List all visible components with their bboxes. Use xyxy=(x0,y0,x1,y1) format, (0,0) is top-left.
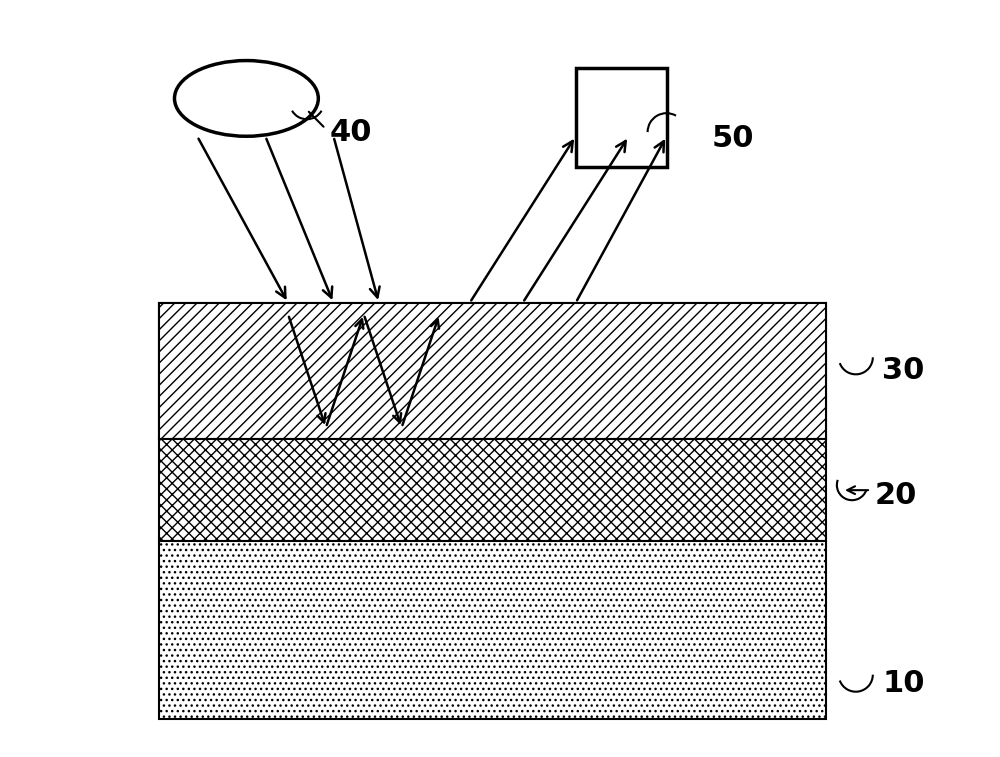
Ellipse shape xyxy=(174,61,318,136)
Bar xyxy=(159,303,826,439)
Bar xyxy=(159,439,826,541)
Text: 10: 10 xyxy=(882,669,925,698)
Text: 50: 50 xyxy=(712,124,754,154)
Text: 20: 20 xyxy=(875,481,917,509)
Text: 40: 40 xyxy=(330,118,372,147)
Text: 30: 30 xyxy=(882,357,925,385)
Bar xyxy=(159,541,826,719)
FancyBboxPatch shape xyxy=(159,303,826,439)
Bar xyxy=(576,68,667,167)
